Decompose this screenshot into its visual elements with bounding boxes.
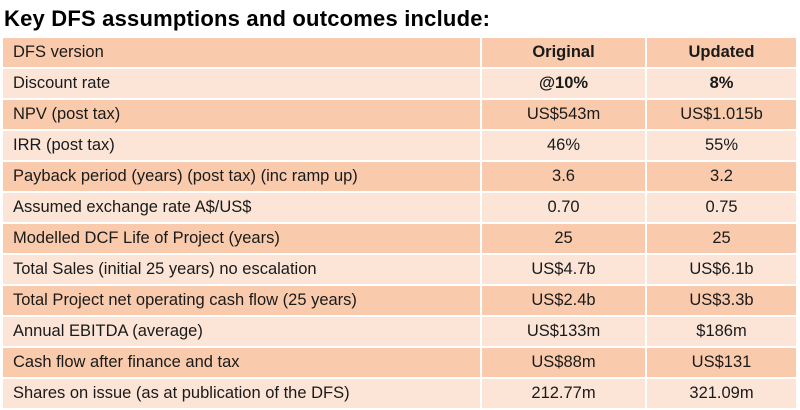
updated-value: 25: [646, 223, 798, 255]
updated-value: 8%: [646, 68, 798, 100]
updated-value: 55%: [646, 130, 798, 162]
table-row-npv: NPV (post tax) US$543m US$1.015b: [3, 99, 798, 131]
dfs-assumptions-table: DFS version Original Updated Discount ra…: [3, 38, 798, 410]
updated-value: 0.75: [646, 192, 798, 224]
table-row-operating-cash-flow: Total Project net operating cash flow (2…: [3, 285, 798, 317]
original-value: US$133m: [481, 316, 647, 348]
original-value: US$88m: [481, 347, 647, 379]
row-label: Shares on issue (as at publication of th…: [3, 378, 482, 410]
original-value: 3.6: [481, 161, 647, 193]
table-row-payback-period: Payback period (years) (post tax) (inc r…: [3, 161, 798, 193]
updated-value: US$1.015b: [646, 99, 798, 131]
row-label: IRR (post tax): [3, 130, 482, 162]
row-label: Payback period (years) (post tax) (inc r…: [3, 161, 482, 193]
original-column-header: Original: [481, 38, 647, 69]
updated-column-header: Updated: [646, 38, 798, 69]
row-label: Cash flow after finance and tax: [3, 347, 482, 379]
original-value: 212.77m: [481, 378, 647, 410]
original-value: US$543m: [481, 99, 647, 131]
original-value: 0.70: [481, 192, 647, 224]
table-row-exchange-rate: Assumed exchange rate A$/US$ 0.70 0.75: [3, 192, 798, 224]
page-title: Key DFS assumptions and outcomes include…: [4, 6, 491, 31]
updated-value: US$3.3b: [646, 285, 798, 317]
row-label: NPV (post tax): [3, 99, 482, 131]
table-row-ebitda: Annual EBITDA (average) US$133m $186m: [3, 316, 798, 348]
table-header-row: DFS version Original Updated: [3, 38, 798, 69]
original-value: @10%: [481, 68, 647, 100]
original-value: 46%: [481, 130, 647, 162]
updated-value: $186m: [646, 316, 798, 348]
row-label: Discount rate: [3, 68, 482, 100]
updated-value: 321.09m: [646, 378, 798, 410]
original-value: US$4.7b: [481, 254, 647, 286]
dfs-table-container: DFS version Original Updated Discount ra…: [3, 38, 798, 410]
table-row-irr: IRR (post tax) 46% 55%: [3, 130, 798, 162]
row-label: DFS version: [3, 38, 482, 69]
updated-value: 3.2: [646, 161, 798, 193]
table-row-cash-flow-after-finance: Cash flow after finance and tax US$88m U…: [3, 347, 798, 379]
row-label: Modelled DCF Life of Project (years): [3, 223, 482, 255]
table-row-discount-rate: Discount rate @10% 8%: [3, 68, 798, 100]
original-value: US$2.4b: [481, 285, 647, 317]
row-label: Total Sales (initial 25 years) no escala…: [3, 254, 482, 286]
row-label: Total Project net operating cash flow (2…: [3, 285, 482, 317]
table-row-total-sales: Total Sales (initial 25 years) no escala…: [3, 254, 798, 286]
original-value: 25: [481, 223, 647, 255]
table-row-project-life: Modelled DCF Life of Project (years) 25 …: [3, 223, 798, 255]
row-label: Annual EBITDA (average): [3, 316, 482, 348]
table-row-shares-on-issue: Shares on issue (as at publication of th…: [3, 378, 798, 410]
updated-value: US$6.1b: [646, 254, 798, 286]
row-label: Assumed exchange rate A$/US$: [3, 192, 482, 224]
updated-value: US$131: [646, 347, 798, 379]
